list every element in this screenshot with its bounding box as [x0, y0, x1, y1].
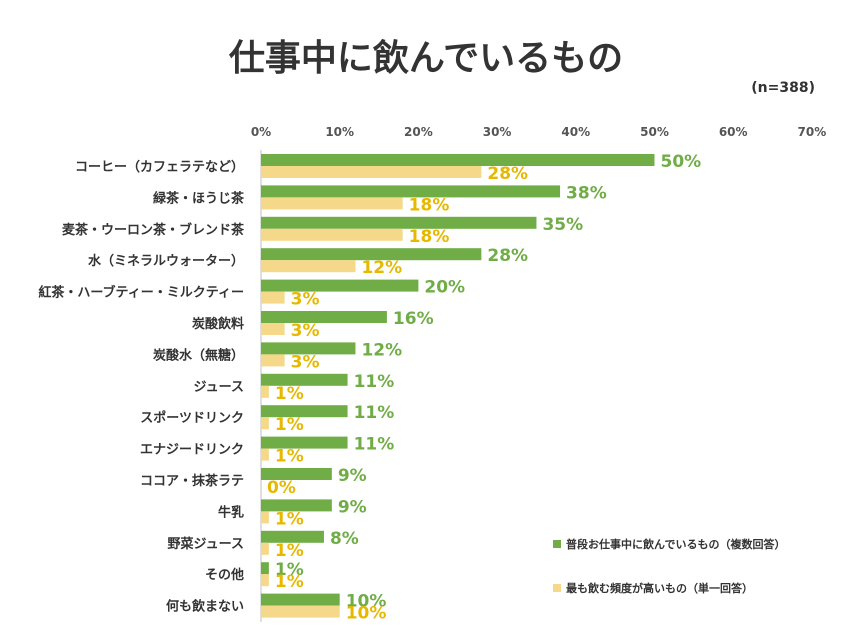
bar-usual — [261, 468, 332, 480]
bar-most-frequent — [261, 291, 285, 304]
data-label: 28% — [487, 246, 528, 266]
x-tick-label: 70% — [798, 125, 827, 139]
bar-usual — [261, 342, 356, 355]
data-label: 0% — [267, 478, 296, 498]
x-tick-label: 20% — [404, 125, 433, 139]
bar-most-frequent — [261, 197, 403, 210]
category-label: スポーツドリンク — [140, 410, 244, 426]
category-label: 炭酸飲料 — [192, 316, 244, 332]
category-label: ジュース — [194, 380, 244, 395]
bar-usual — [261, 405, 348, 418]
category-label: ココア・抹茶ラテ — [140, 473, 244, 489]
bar-most-frequent — [261, 417, 269, 430]
data-label: 1% — [275, 572, 304, 592]
data-label: 8% — [330, 529, 359, 549]
legend-swatch — [553, 584, 561, 592]
bar-usual — [261, 436, 348, 449]
bar-most-frequent — [261, 605, 340, 618]
data-label: 12% — [361, 340, 402, 360]
bars: 50% 28% 38% 18% 35% 18% 28% 12% 20% 3% 16% 3% 12% 3% 1… — [261, 152, 701, 624]
data-label: 1% — [275, 415, 304, 435]
data-label: 11% — [354, 372, 395, 392]
category-label: コーヒー（カフェラテなど） — [75, 159, 244, 175]
bar-most-frequent — [261, 385, 269, 398]
bar-most-frequent — [261, 574, 269, 587]
x-tick-label: 40% — [561, 125, 590, 139]
data-label: 10% — [346, 592, 387, 612]
data-label: 11% — [354, 435, 395, 455]
data-label: 1% — [275, 560, 304, 580]
x-tick-label: 10% — [325, 125, 354, 139]
bar-most-frequent — [261, 166, 482, 178]
data-label: 3% — [291, 321, 320, 341]
bar-usual — [261, 373, 348, 386]
category-label: 紅茶・ハーブティー・ミルクティー — [38, 285, 244, 301]
data-label: 1% — [275, 447, 304, 467]
data-label: 9% — [338, 466, 367, 486]
category-label: 牛乳 — [218, 504, 244, 520]
bar-usual — [261, 530, 324, 543]
x-tick-label: 0% — [251, 125, 271, 139]
bar-most-frequent — [261, 511, 269, 524]
legend-swatch — [553, 540, 561, 548]
sample-size-note: (n=388) — [751, 80, 815, 96]
data-label: 16% — [393, 309, 434, 329]
data-label: 50% — [661, 152, 702, 172]
category-label: 何も飲まない — [166, 599, 244, 615]
data-label: 9% — [338, 497, 367, 517]
category-label: 野菜ジュース — [168, 536, 244, 552]
data-label: 38% — [566, 183, 607, 203]
category-label: 緑茶・ほうじ茶 — [153, 190, 245, 206]
bar-usual — [261, 562, 269, 575]
bar-most-frequent — [261, 542, 269, 555]
x-tick-label: 50% — [640, 125, 669, 139]
data-label: 18% — [409, 195, 450, 215]
data-label: 1% — [275, 384, 304, 404]
data-label: 12% — [361, 258, 402, 278]
category-label: 水（ミネラルウォーター） — [88, 253, 244, 269]
bar-usual — [261, 185, 561, 198]
bar-usual — [261, 279, 419, 292]
legend: 普段お仕事中に飲んでいるもの（複数回答） 最も飲む頻度が高いもの（単一回答） — [553, 537, 785, 595]
data-label: 28% — [487, 164, 528, 184]
x-tick-label: 30% — [483, 125, 512, 139]
category-label: 炭酸水（無糖） — [153, 347, 244, 363]
data-label: 1% — [275, 541, 304, 561]
legend-label: 普段お仕事中に飲んでいるもの（複数回答） — [566, 537, 785, 551]
bar-usual — [261, 311, 387, 323]
category-label: エナジードリンク — [140, 443, 244, 458]
data-label: 1% — [275, 509, 304, 529]
bar-usual — [261, 216, 537, 229]
bar-most-frequent — [261, 260, 356, 273]
data-label: 18% — [409, 227, 450, 247]
bar-most-frequent — [261, 228, 403, 241]
legend-label: 最も飲む頻度が高いもの（単一回答） — [566, 581, 753, 595]
chart-title: 仕事中に飲んでいるもの — [229, 38, 623, 79]
category-label: その他 — [205, 567, 244, 583]
data-label: 11% — [354, 403, 395, 423]
data-label: 20% — [424, 278, 465, 298]
bar-usual — [261, 154, 655, 166]
category-label: 麦茶・ウーロン茶・ブレンド茶 — [62, 222, 245, 238]
bar-most-frequent — [261, 354, 285, 367]
bar-usual — [261, 499, 332, 512]
data-label: 3% — [291, 352, 320, 372]
bar-most-frequent — [261, 323, 285, 335]
data-label: 3% — [291, 290, 320, 310]
bar-usual — [261, 593, 340, 606]
bar-usual — [261, 248, 482, 261]
data-label: 35% — [542, 215, 583, 235]
category-labels: コーヒー（カフェラテなど） 緑茶・ほうじ茶麦茶・ウーロン茶・ブレンド茶水（ミネラル… — [38, 159, 245, 615]
x-tick-label: 60% — [719, 125, 748, 139]
x-axis-ticks: 0% 10% 20% 30% 40% 50% 60% 70% — [251, 125, 826, 139]
bar-most-frequent — [261, 448, 269, 461]
data-label: 10% — [346, 604, 387, 624]
